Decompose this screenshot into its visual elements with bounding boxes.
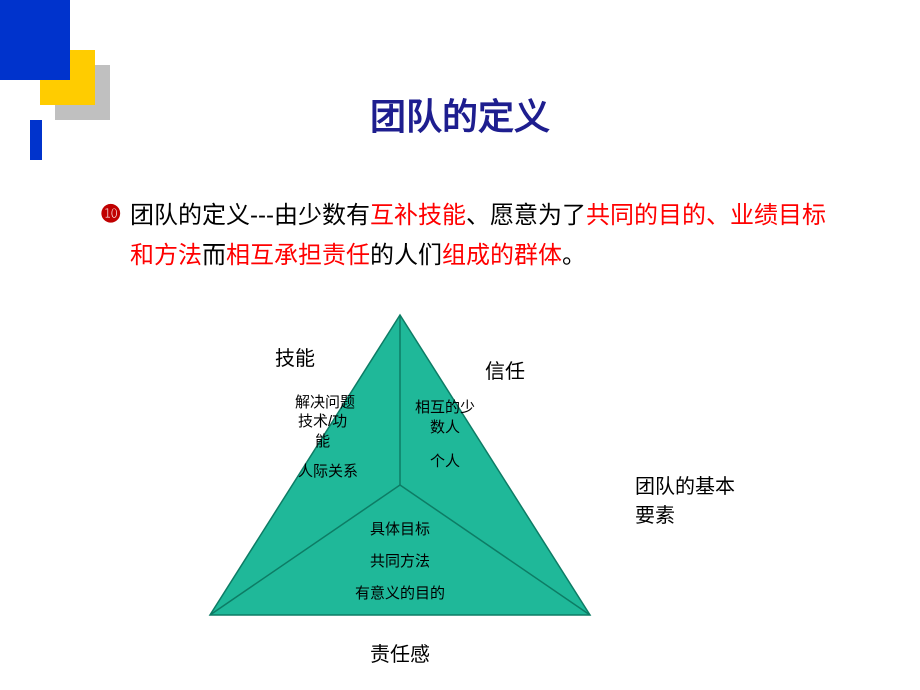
inner-label-specific-goals: 具体目标 bbox=[370, 520, 430, 540]
vertex-label-trust: 信任 bbox=[485, 355, 525, 384]
inner-label-tech-function: 技术/功 能 bbox=[298, 412, 347, 451]
title-text: 团队的定义 bbox=[370, 96, 550, 137]
inner-label-individual: 个人 bbox=[430, 452, 460, 472]
definition-text: 团队的定义---由少数有互补技能、愿意为了共同的目的、业绩目标和方法而相互承担责… bbox=[130, 196, 840, 275]
vertex-label-skill: 技能 bbox=[275, 342, 315, 371]
bullet-icon: ❿ bbox=[100, 200, 122, 229]
page-title: 团队的定义 bbox=[0, 88, 920, 140]
side-label-elements: 团队的基本要素 bbox=[635, 470, 740, 528]
inner-label-interpersonal: 人际关系 bbox=[298, 462, 358, 482]
vertex-label-responsibility: 责任感 bbox=[370, 638, 430, 667]
inner-label-problem-solving: 解决问题 bbox=[295, 393, 355, 413]
inner-label-meaningful-purpose: 有意义的目的 bbox=[355, 584, 445, 604]
inner-label-common-approach: 共同方法 bbox=[370, 552, 430, 572]
triangle-diagram: 技能 信任 责任感 解决问题 技术/功 能 人际关系 相互的少 数人 个人 具体… bbox=[180, 300, 740, 680]
inner-label-mutual-few: 相互的少 数人 bbox=[415, 398, 475, 437]
